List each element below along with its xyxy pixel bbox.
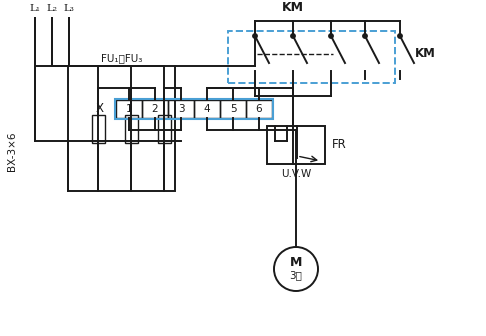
Bar [228, 31, 395, 83]
Text: U.V.W: U.V.W [281, 169, 311, 179]
Bar [220, 100, 246, 118]
Text: 3: 3 [178, 104, 184, 114]
Circle shape [329, 34, 333, 38]
Text: FR: FR [332, 138, 347, 152]
Bar [194, 100, 220, 118]
Circle shape [253, 34, 257, 38]
Bar [246, 100, 272, 118]
Text: KM: KM [415, 47, 436, 60]
Bar [116, 100, 142, 118]
Text: 4: 4 [204, 104, 210, 114]
Text: BX-3×6: BX-3×6 [7, 131, 17, 171]
Bar [91, 115, 104, 142]
Text: X: X [96, 102, 104, 116]
Bar [267, 126, 325, 164]
Circle shape [274, 247, 318, 291]
Bar [68, 66, 175, 191]
Text: 1: 1 [126, 104, 132, 114]
Text: 5: 5 [230, 104, 236, 114]
Bar [142, 100, 168, 118]
Circle shape [291, 34, 295, 38]
Bar [124, 115, 138, 142]
Text: 3～: 3～ [290, 270, 302, 280]
Text: 6: 6 [256, 104, 262, 114]
Text: 2: 2 [152, 104, 158, 114]
Bar [168, 100, 194, 118]
Bar [157, 115, 171, 142]
Circle shape [363, 34, 367, 38]
Text: M: M [290, 256, 302, 269]
Text: KM: KM [282, 1, 304, 14]
Text: L₃: L₃ [64, 4, 74, 13]
Text: FU₁～FU₃: FU₁～FU₃ [101, 53, 142, 63]
Bar [115, 99, 273, 119]
Text: L₁: L₁ [30, 4, 40, 13]
Text: L₂: L₂ [47, 4, 57, 13]
Circle shape [398, 34, 402, 38]
